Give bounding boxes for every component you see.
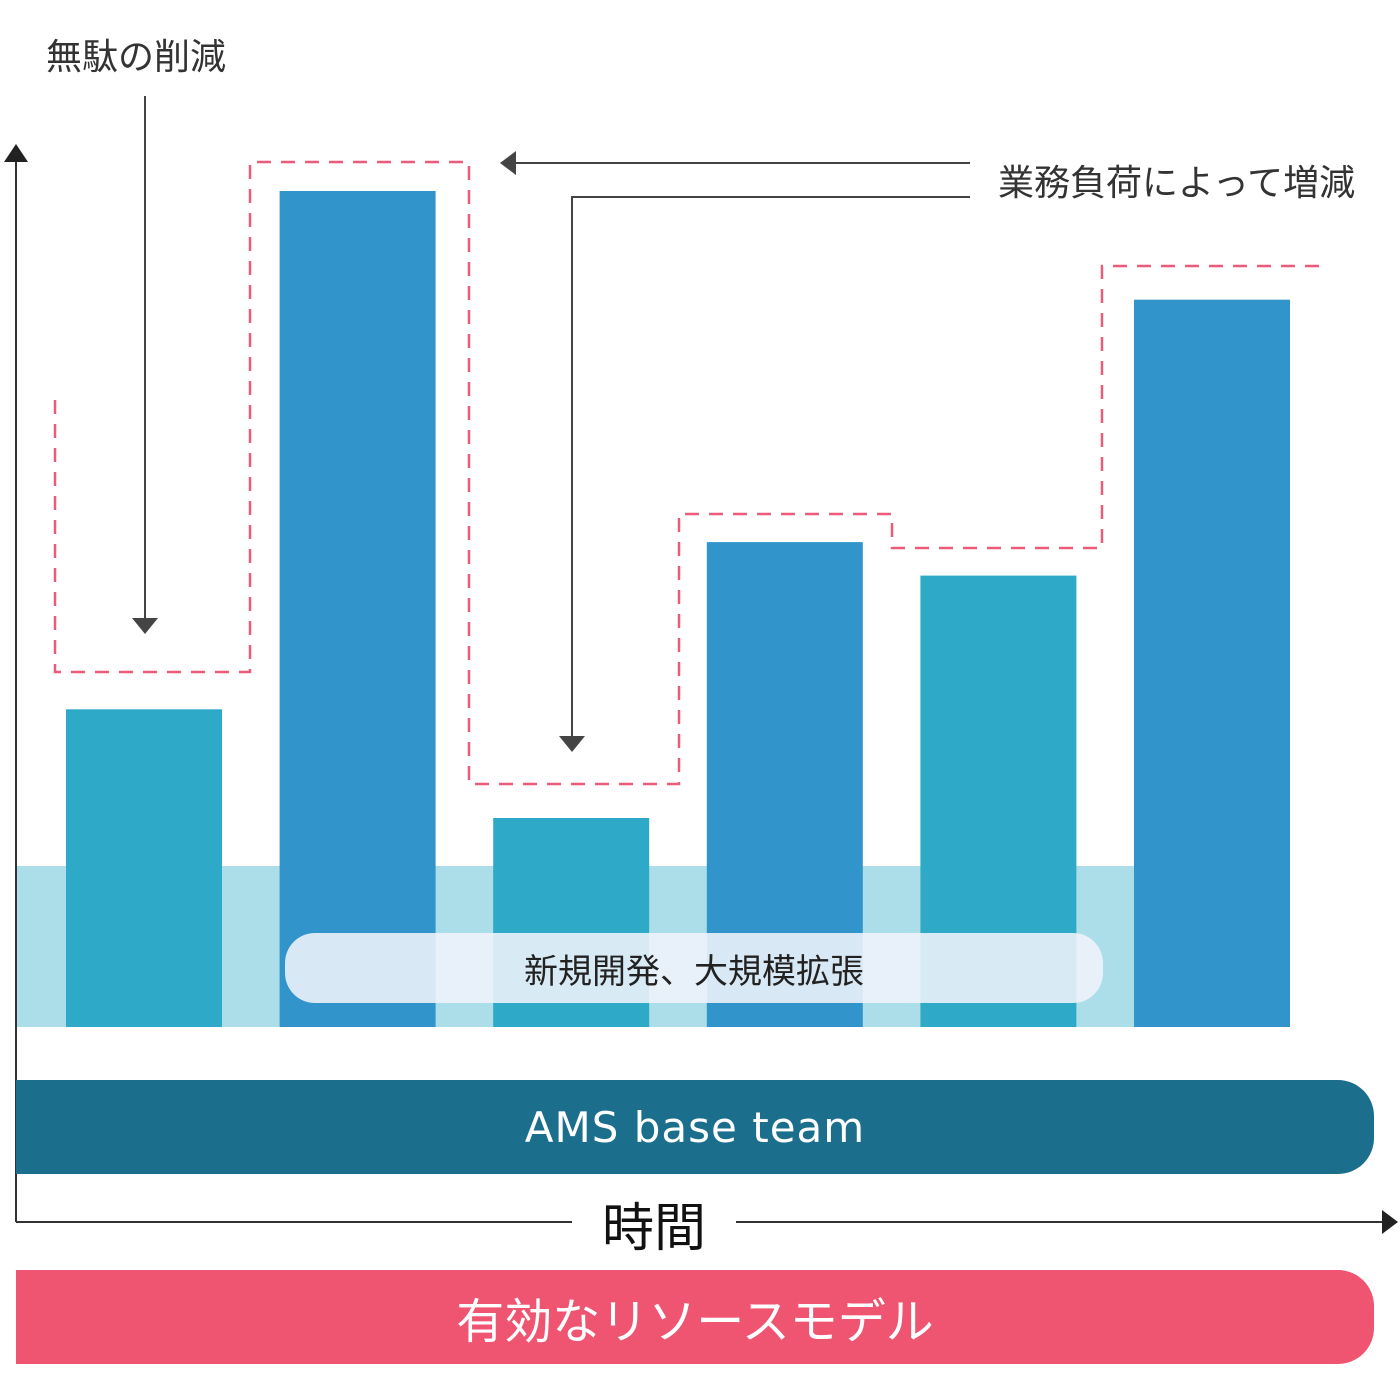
bar-2 (279, 191, 436, 1027)
workload-arrow-lower-line (571, 196, 970, 736)
workload-varies-label: 業務負荷によって増減 (998, 163, 1356, 204)
bar-1 (66, 709, 222, 1027)
ams-base-team-bar: AMS base team (16, 1080, 1374, 1174)
waste-arrowhead (132, 618, 158, 634)
waste-reduction-label: 無駄の削減 (46, 37, 227, 78)
new-dev-expansion-pill: 新規開発、大規模拡張 (285, 933, 1103, 1003)
y-axis-arrowhead (4, 144, 28, 162)
time-axis-label: 時間 (574, 1186, 734, 1261)
workload-arrowhead-lower (559, 736, 585, 752)
bar-6 (1134, 299, 1290, 1027)
x-axis-arrowhead (1382, 1210, 1398, 1234)
workload-arrowhead-upper (500, 151, 516, 175)
capacity-dashed-outline (53, 160, 1325, 786)
effective-resource-model-bar: 有効なリソースモデル (16, 1270, 1374, 1364)
